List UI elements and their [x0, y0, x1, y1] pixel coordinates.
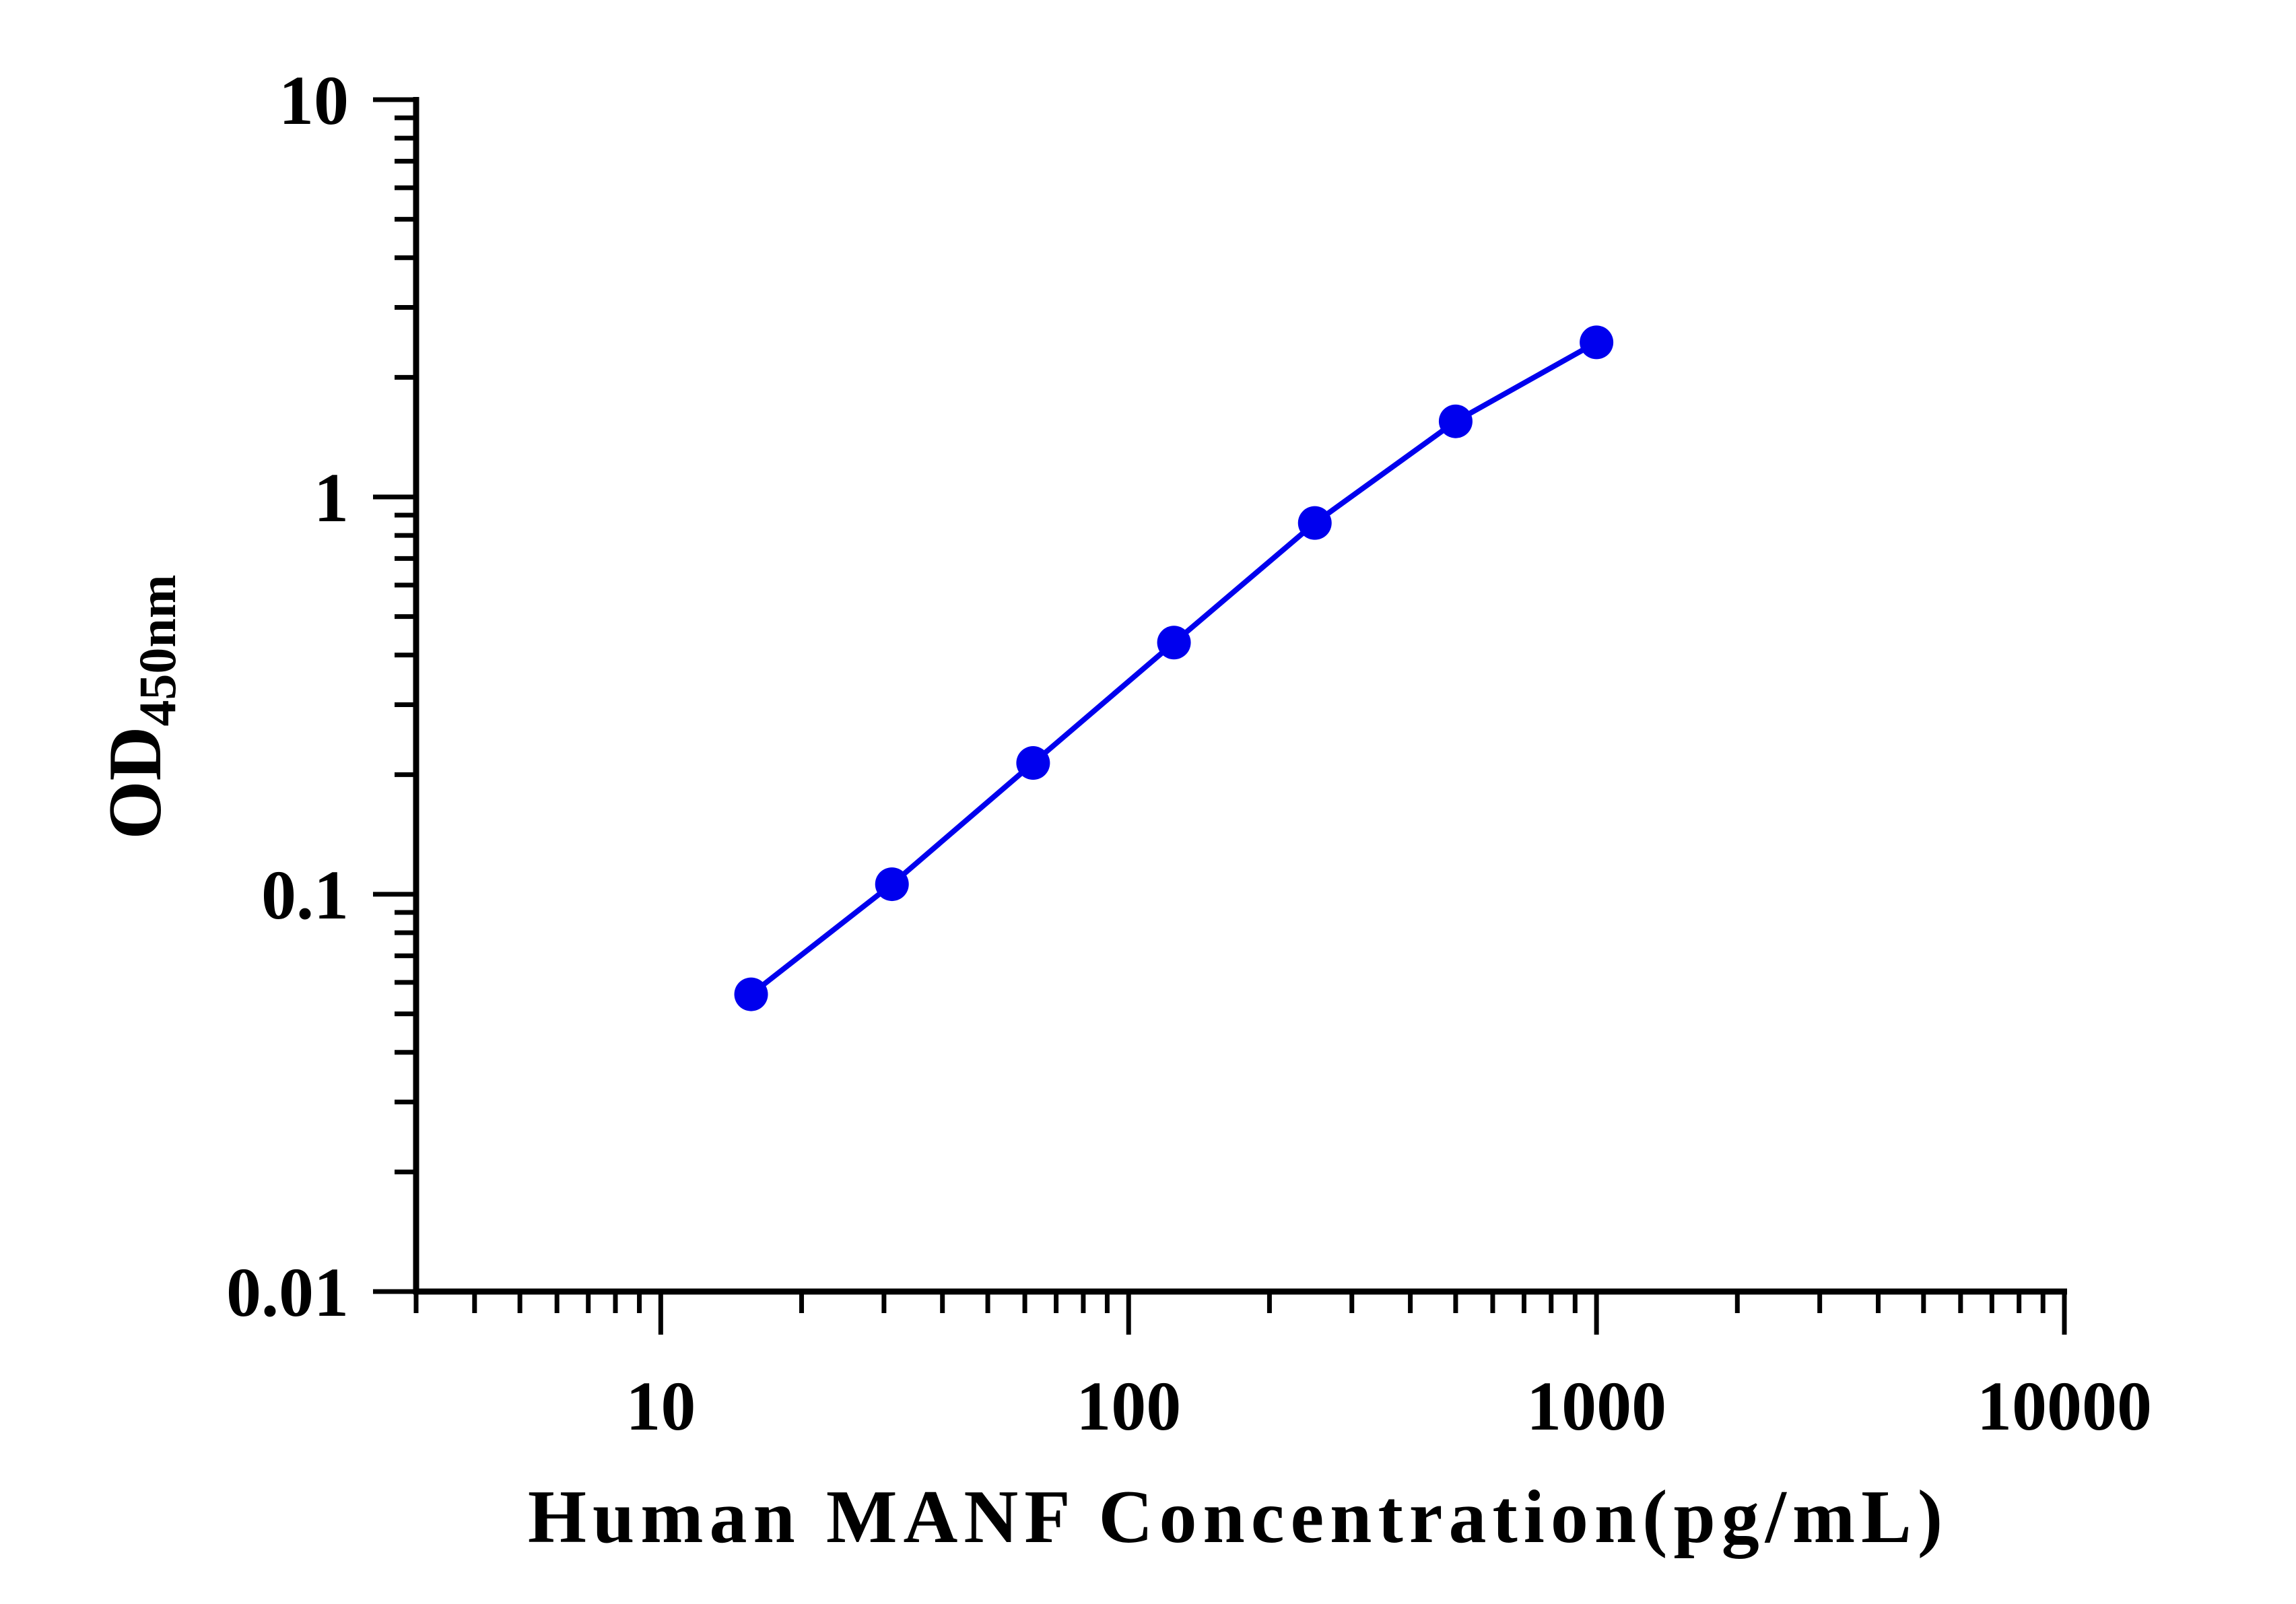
data-point — [875, 867, 909, 902]
y-axis-tick-labels: 0.01 0.1 1 10 — [226, 62, 349, 1331]
y-tick-label: 1 — [314, 459, 349, 537]
x-tick-label: 10000 — [1977, 1368, 2152, 1445]
x-tick-label: 10 — [626, 1368, 696, 1445]
x-tick-label: 100 — [1076, 1368, 1181, 1445]
y-tick-label: 0.1 — [261, 857, 349, 934]
data-point — [1438, 404, 1473, 438]
series-line — [749, 339, 1598, 997]
data-point — [1016, 746, 1050, 780]
data-point — [734, 977, 768, 1011]
data-point — [1297, 506, 1332, 540]
series-layer — [734, 325, 1614, 1011]
x-tick-label: 1000 — [1526, 1368, 1666, 1445]
y-tick-label: 0.01 — [226, 1254, 349, 1331]
x-axis-tick-labels: 10 100 1000 10000 — [626, 1368, 2152, 1445]
x-axis-ticks — [413, 1292, 2067, 1335]
x-axis-title: Human MANF Concentration(pg/mL) — [528, 1475, 1949, 1559]
y-tick-label: 10 — [279, 62, 349, 139]
data-point — [1157, 626, 1191, 660]
y-axis-ticks — [373, 97, 416, 1294]
y-axis-title-subscript: 450nm — [128, 574, 187, 726]
y-axis-title-main: OD — [94, 727, 177, 840]
y-axis-title: OD450nm — [94, 574, 187, 839]
data-point — [1580, 325, 1614, 360]
